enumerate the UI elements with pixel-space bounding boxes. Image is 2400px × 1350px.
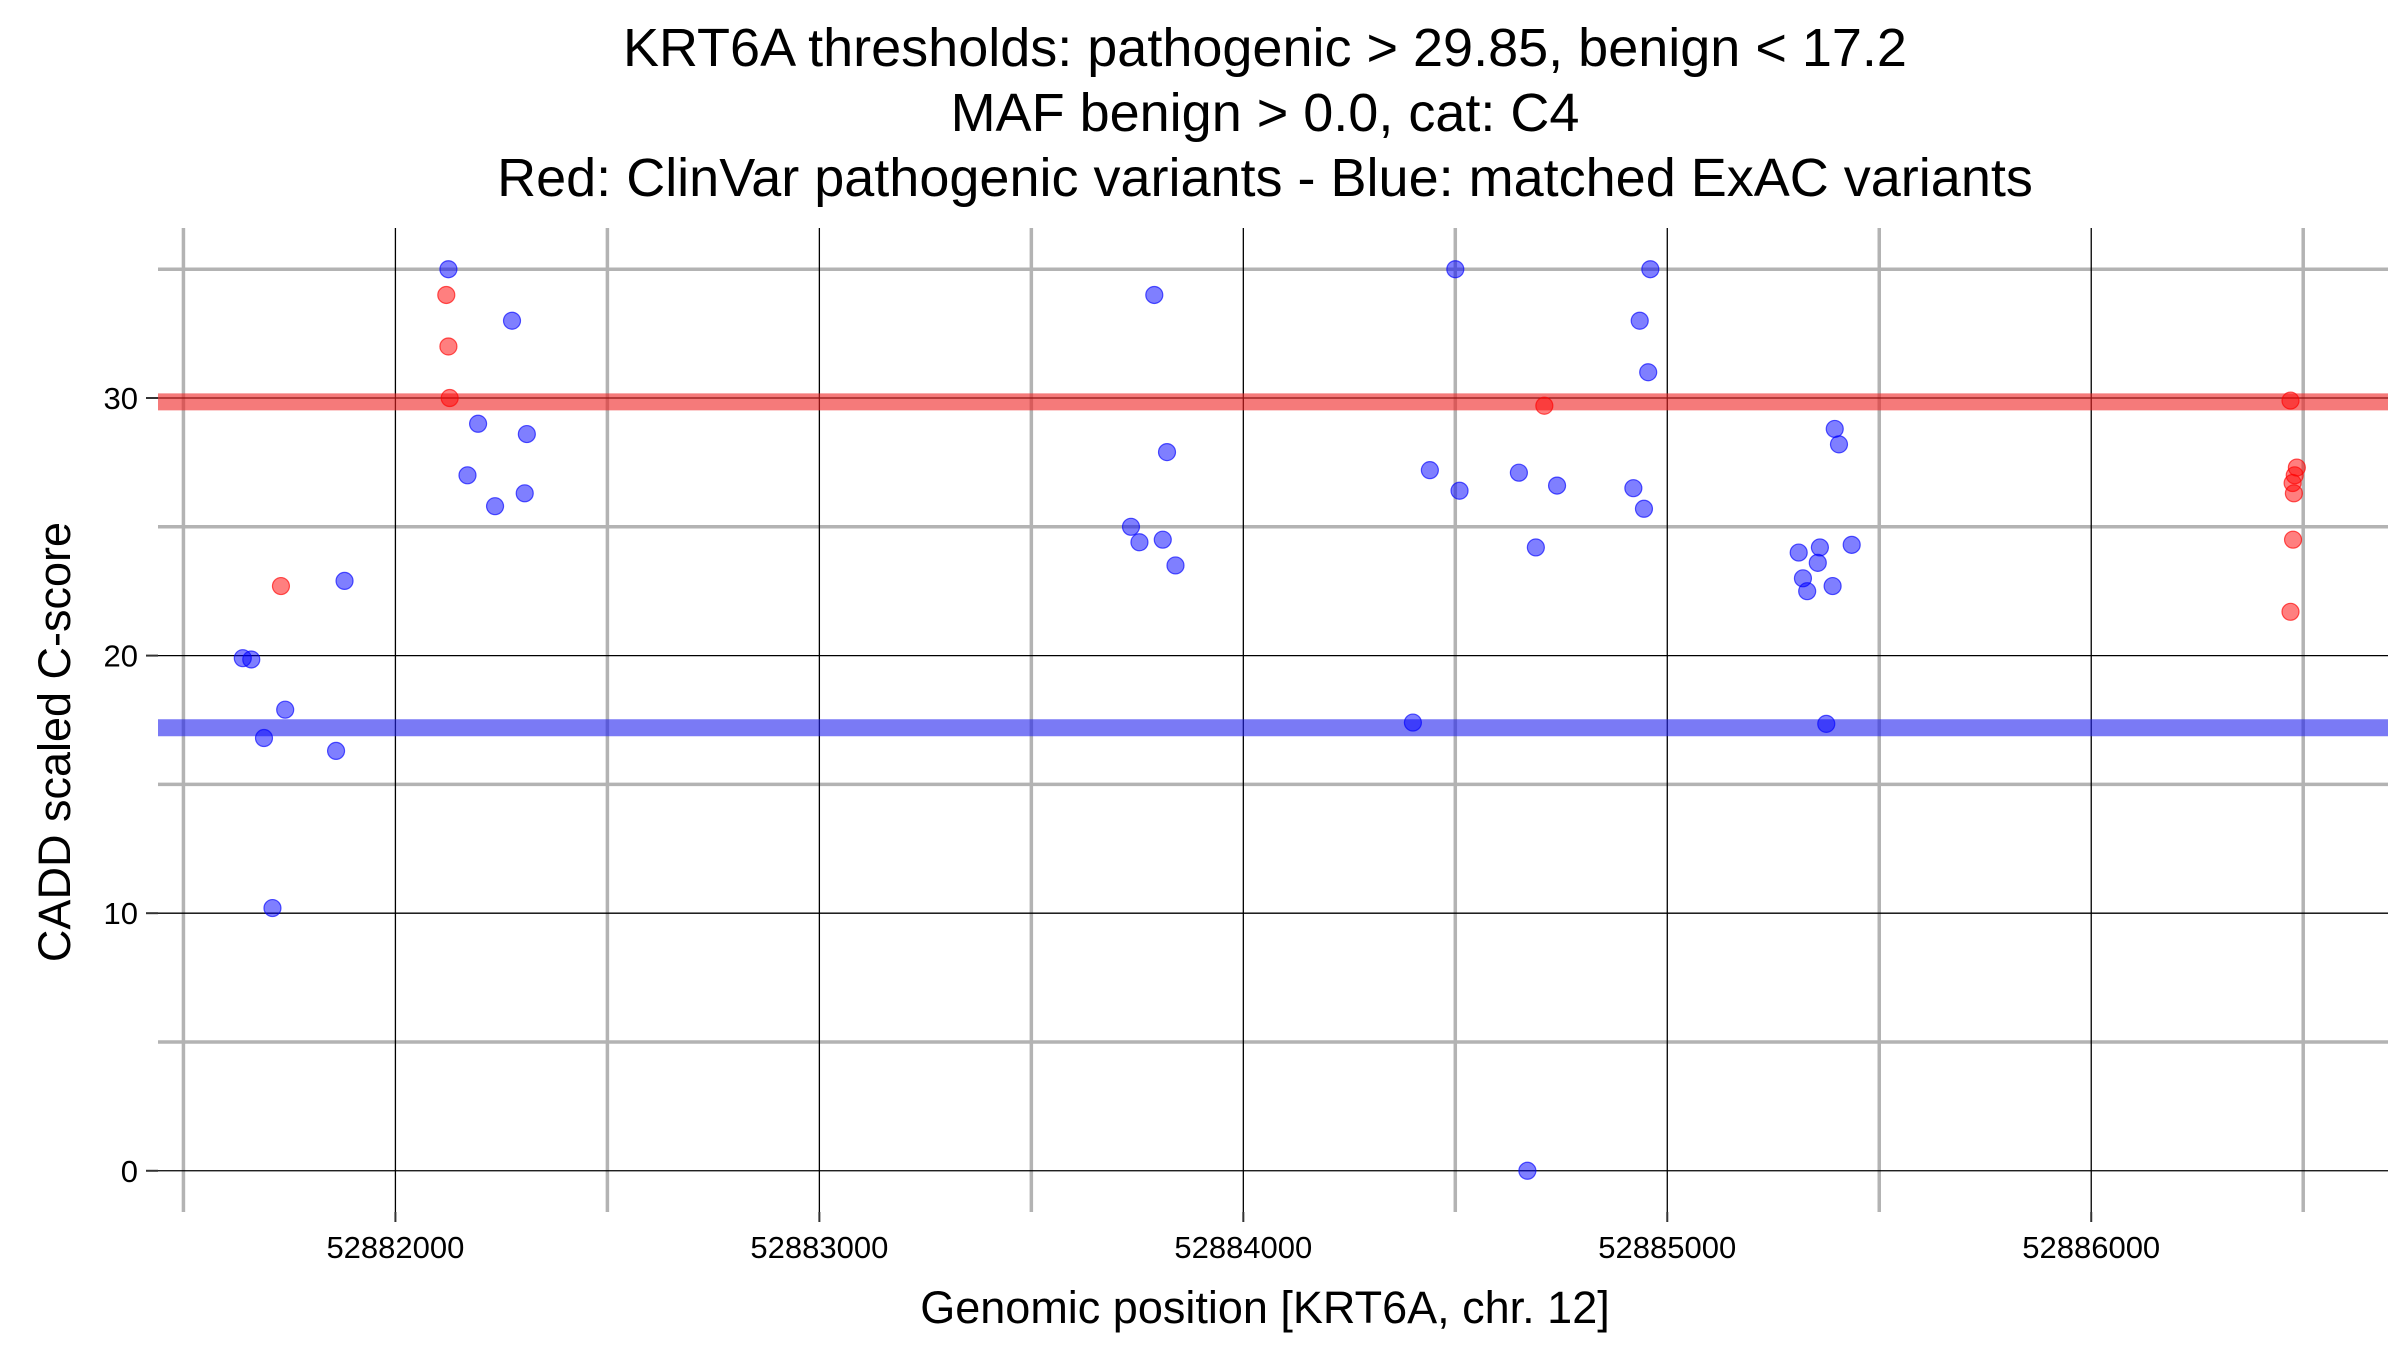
data-point [1547,476,1567,495]
data-point [1420,461,1439,480]
data-point [1817,714,1836,733]
x-axis-label: Genomic position [KRT6A, chr. 12] [920,1282,1610,1333]
data-point [1823,576,1842,596]
data-point [440,388,459,408]
data-point [468,414,488,433]
data-point [1450,481,1469,500]
y-axis-label: CADD scaled C-score [29,522,80,962]
data-point [242,650,261,669]
data-point [2281,602,2300,621]
data-point [1798,582,1817,601]
data-point [517,424,536,444]
y-axis-ticks: 0 10 20 30 [104,381,158,1189]
data-point [1121,517,1141,536]
data-point [1403,713,1423,732]
data-point [1446,260,1465,279]
data-point [2287,458,2306,477]
data-point [1842,535,1861,554]
data-point [485,497,505,516]
x-tick-label: 52882000 [326,1230,464,1265]
x-tick-label: 52885000 [1598,1230,1736,1265]
data-point [326,741,346,761]
y-tick-label: 0 [121,1154,138,1189]
data-point [263,898,282,918]
data-point [1825,419,1844,439]
data-point [515,484,534,503]
y-tick-label: 30 [104,381,138,416]
data-point [1518,1161,1537,1180]
data-point [1157,443,1177,462]
x-tick-label: 52886000 [2022,1230,2160,1265]
data-point [439,260,458,279]
y-tick-label: 10 [104,896,138,931]
chart-title-line-1: KRT6A thresholds: pathogenic > 29.85, be… [623,18,1907,78]
data-point [439,337,458,356]
data-point [276,700,295,719]
data-point [437,285,456,305]
data-point [335,571,354,591]
data-point [254,728,274,748]
data-point [1166,556,1185,575]
data-point [2283,530,2303,549]
data-point [2281,391,2300,410]
data-point [1634,499,1654,518]
data-point [1130,533,1149,552]
data-point [1641,260,1660,279]
data-point [1153,530,1172,549]
threshold-lines [158,393,2388,737]
data-point [1808,553,1827,572]
data-point [2284,484,2303,503]
data-point [1639,363,1658,382]
data-point [271,576,291,596]
data-point [458,466,477,485]
chart-title-line-3: Red: ClinVar pathogenic variants - Blue:… [497,148,2033,208]
x-axis-ticks: 52882000 52883000 52884000 52885000 52886000 [326,1212,2160,1265]
data-point [1829,435,1849,454]
data-point [1509,463,1528,482]
data-point [1526,538,1545,557]
data-point [1535,396,1554,415]
data-point [1145,285,1164,305]
y-tick-label: 20 [104,639,138,674]
x-tick-label: 52884000 [1174,1230,1312,1265]
x-tick-label: 52883000 [750,1230,888,1265]
chart-title-line-2: MAF benign > 0.0, cat: C4 [951,83,1580,143]
data-points [233,260,2306,1180]
data-point [502,311,522,330]
data-point [1630,311,1649,330]
data-point [1789,543,1808,562]
data-point [1810,538,1830,557]
data-point [1624,479,1643,498]
